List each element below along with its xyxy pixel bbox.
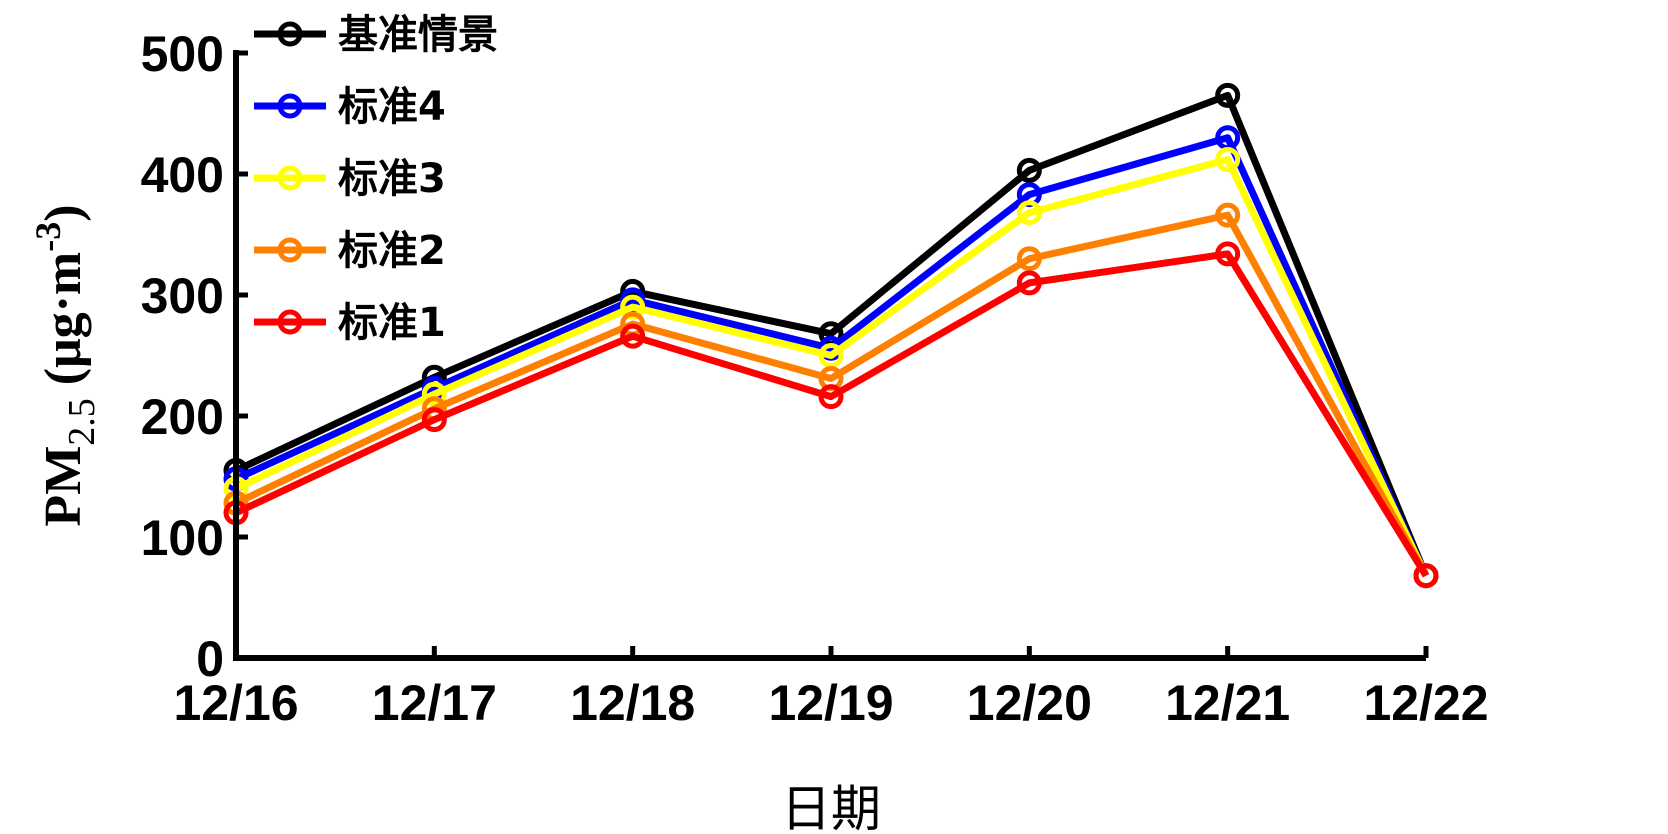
data-point xyxy=(1215,241,1241,267)
y-axis-title-unit: (μg·m xyxy=(35,252,92,398)
series-line xyxy=(234,134,1430,578)
legend-label: 标准4 xyxy=(338,84,446,130)
legend-label: 标准3 xyxy=(338,156,446,202)
legend-item: 标准2 xyxy=(254,228,446,274)
data-point xyxy=(1215,202,1241,228)
ticks: 0 100 200 300 400 500 12/16 12/17 12/18 12/19 12/2… xyxy=(141,26,1489,731)
legend-item: 基准情景 xyxy=(254,12,498,58)
legend-swatch-marker xyxy=(277,21,303,47)
x-tick-label: 12/20 xyxy=(967,675,1092,731)
data-point xyxy=(1016,246,1042,272)
data-point xyxy=(620,323,646,349)
y-axis-title-main: PM xyxy=(35,446,92,527)
x-axis-title: 日期 xyxy=(781,780,881,834)
y-axis-title-unit-exponent: -3 xyxy=(28,222,68,252)
data-point xyxy=(1016,157,1042,183)
y-tick-label: 0 xyxy=(196,631,224,687)
y-tick-label: 200 xyxy=(141,389,224,445)
data-point xyxy=(1215,82,1241,108)
legend-label: 基准情景 xyxy=(338,12,498,58)
data-point xyxy=(1215,146,1241,172)
x-tick-label: 12/19 xyxy=(768,675,893,731)
x-tick-label: 12/22 xyxy=(1363,675,1488,731)
x-tick-label: 12/21 xyxy=(1165,675,1290,731)
legend-label: 标准1 xyxy=(338,300,446,346)
data-point xyxy=(818,384,844,410)
legend-swatch-marker xyxy=(277,309,303,335)
series-4 xyxy=(223,241,1439,589)
y-tick-label: 400 xyxy=(141,147,224,203)
series-line xyxy=(234,155,1430,578)
legend-item: 标准4 xyxy=(254,84,446,130)
y-tick-label: 100 xyxy=(141,510,224,566)
legend-swatch-marker xyxy=(277,93,303,119)
data-point xyxy=(421,381,447,407)
legend-item: 标准1 xyxy=(254,300,446,346)
series-line xyxy=(234,250,1429,578)
legend-item: 标准3 xyxy=(254,156,446,202)
data-point xyxy=(1016,200,1042,226)
legend-swatch-marker xyxy=(277,165,303,191)
legend-label: 标准2 xyxy=(338,228,446,274)
y-tick-label: 300 xyxy=(141,268,224,324)
y-tick-label: 500 xyxy=(141,26,224,82)
data-point xyxy=(620,294,646,320)
data-point xyxy=(421,407,447,433)
y-axis-title: PM2.5 (μg·m-3) xyxy=(28,204,103,526)
x-tick-label: 12/16 xyxy=(173,675,298,731)
data-point xyxy=(818,343,844,368)
y-axis-title-unit-close: ) xyxy=(35,204,92,221)
y-axis-title-subscript: 2.5 xyxy=(61,398,103,446)
x-tick-label: 12/17 xyxy=(372,675,497,731)
data-point xyxy=(1413,563,1439,589)
data-point xyxy=(1016,270,1042,296)
x-tick-label: 12/18 xyxy=(570,675,695,731)
legend-swatch-marker xyxy=(277,237,303,263)
